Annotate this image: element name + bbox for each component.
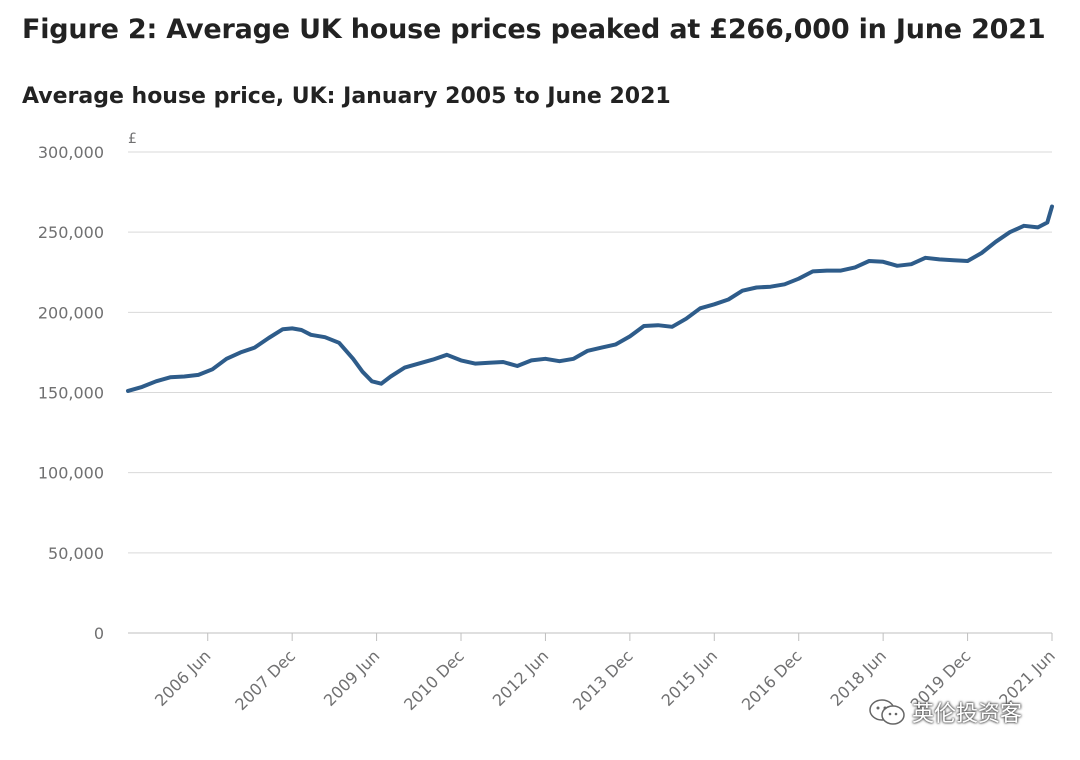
- x-tick-label: 2015 Jun: [658, 646, 722, 710]
- x-tick-label: 2007 Dec: [231, 646, 299, 714]
- y-tick-label: 50,000: [48, 544, 104, 563]
- x-tick-label: 2013 Dec: [569, 646, 637, 714]
- figure-title: Figure 2: Average UK house prices peaked…: [22, 14, 1046, 45]
- y-tick-label: 150,000: [38, 384, 104, 403]
- y-axis-unit-label: £: [128, 131, 137, 147]
- x-tick-label: 2006 Jun: [151, 646, 215, 710]
- y-tick-label: 300,000: [38, 143, 104, 162]
- x-tick-label: 2012 Jun: [489, 646, 553, 710]
- chart-title: Average house price, UK: January 2005 to…: [22, 84, 671, 109]
- x-tick-label: 2016 Dec: [738, 646, 806, 714]
- x-tick-label: 2009 Jun: [320, 646, 384, 710]
- y-axis-ticks: 0 50,000 100,000 150,000 200,000 250,000 300,0…: [38, 143, 104, 643]
- chat-bubble-icon: [869, 699, 905, 725]
- y-tick-label: 0: [94, 624, 104, 643]
- gridlines: [128, 151, 1052, 554]
- x-tick-label: 2010 Dec: [400, 646, 468, 714]
- series-layer: [126, 204, 1054, 393]
- y-tick-label: 100,000: [38, 464, 104, 483]
- watermark-text: 英伦投资客: [912, 702, 1023, 727]
- y-tick-label: 200,000: [38, 303, 104, 322]
- y-tick-label: 250,000: [38, 223, 104, 242]
- series-line-average-house-price: [126, 204, 1054, 393]
- watermark: 英伦投资客: [868, 696, 1022, 728]
